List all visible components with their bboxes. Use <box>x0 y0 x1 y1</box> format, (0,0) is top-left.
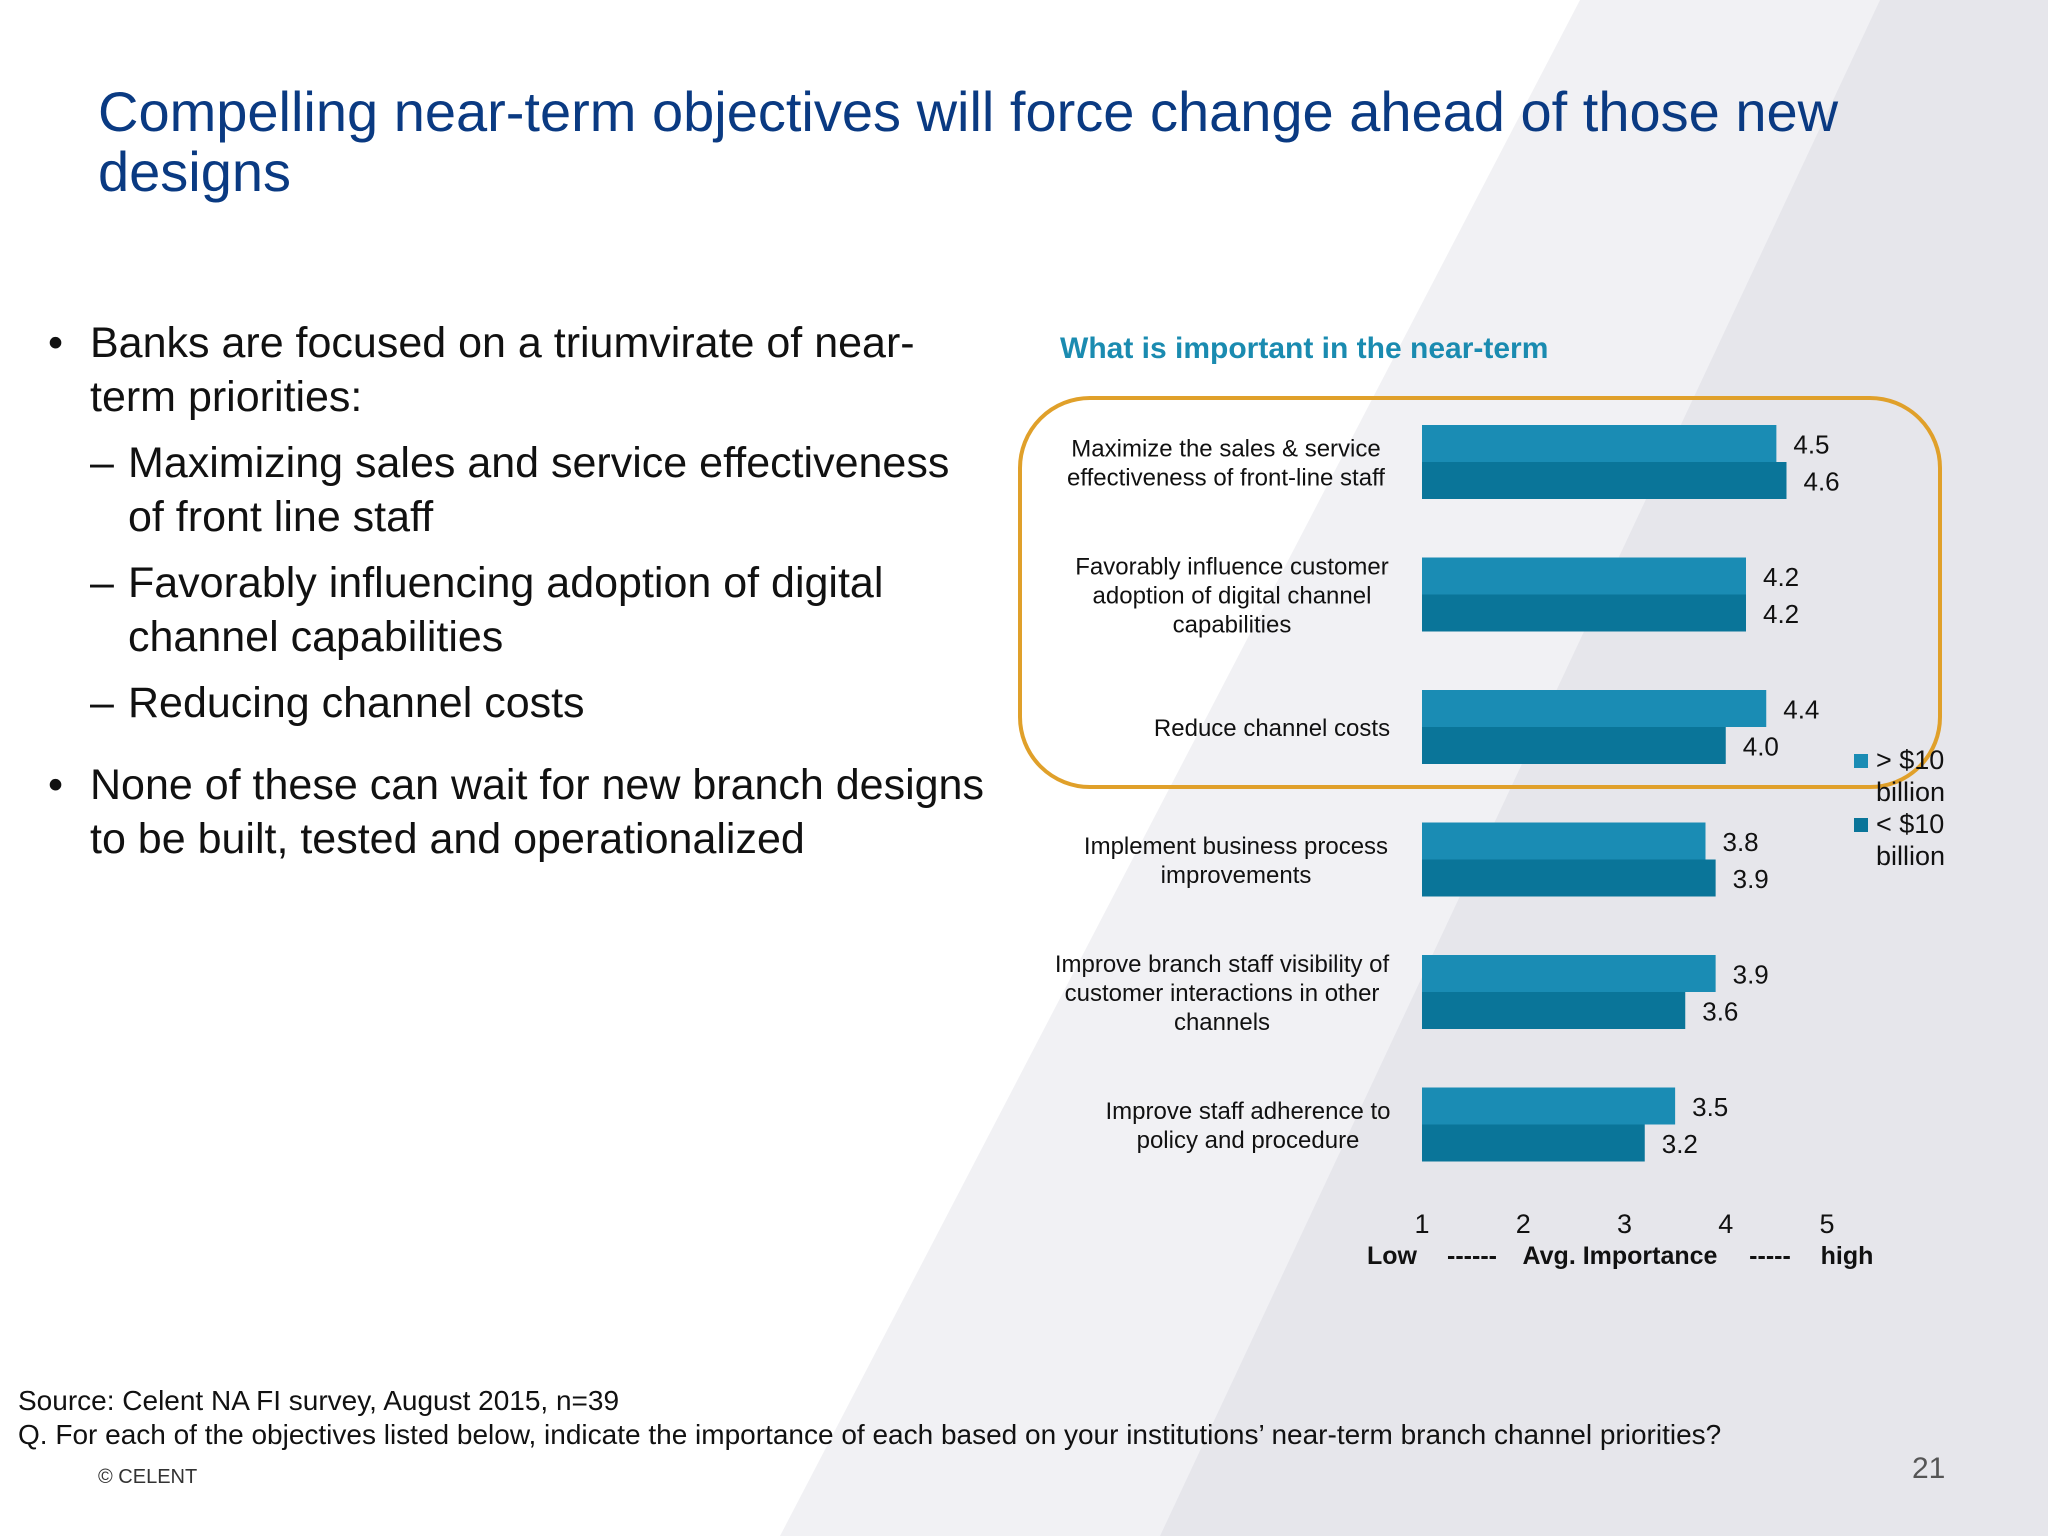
x-tick-label: 5 <box>1819 1209 1834 1239</box>
source-note: Source: Celent NA FI survey, August 2015… <box>18 1384 1918 1452</box>
sub-bullet-item: – Favorably influencing adoption of digi… <box>90 556 988 664</box>
category-label: Improve staff adherence to policy and pro… <box>1105 1098 1390 1154</box>
sub-bullet-text: Favorably influencing adoption of digita… <box>128 559 884 661</box>
data-label: 4.2 <box>1763 599 1799 629</box>
legend-swatch <box>1854 818 1868 832</box>
bar <box>1422 690 1767 727</box>
data-label: 3.5 <box>1692 1092 1728 1122</box>
sub-bullet-item: – Maximizing sales and service effective… <box>90 436 988 544</box>
bar <box>1422 992 1686 1029</box>
bar <box>1422 822 1706 860</box>
data-label: 3.9 <box>1733 960 1769 990</box>
category-label: Maximize the sales & service effectivenes… <box>1067 436 1385 492</box>
copyright: © CELENT <box>98 1466 198 1488</box>
legend-item: < $10 billion <box>1852 808 1996 872</box>
data-label: 4.5 <box>1793 430 1829 460</box>
highlight-frame <box>1018 396 1942 789</box>
bar <box>1422 727 1726 764</box>
slide-title: Compelling near-term objectives will for… <box>98 80 1839 203</box>
bullet-glyph: • <box>48 761 64 809</box>
x-axis-label: ----- <box>1749 1242 1791 1270</box>
bar <box>1422 955 1716 992</box>
legend-item: > $10 billion <box>1852 744 1996 808</box>
legend-swatch <box>1854 754 1868 768</box>
bullet-list: • Banks are focused on a triumvirate of … <box>48 316 988 872</box>
sub-bullet-text: Maximizing sales and service effectivene… <box>128 439 950 541</box>
data-label: 4.2 <box>1763 562 1799 592</box>
bar <box>1422 859 1716 897</box>
category-label: Improve branch staff visibility of custom… <box>1055 951 1390 1036</box>
category-label: Reduce channel costs <box>1154 715 1390 742</box>
x-axis-label: high <box>1821 1242 1874 1270</box>
x-tick-label: 2 <box>1516 1209 1531 1239</box>
dash-glyph: – <box>90 679 114 727</box>
x-axis-label: Low <box>1367 1242 1418 1270</box>
bar <box>1422 462 1787 499</box>
x-tick-label: 3 <box>1617 1209 1632 1239</box>
data-label: 4.6 <box>1804 467 1840 497</box>
bar <box>1422 557 1746 595</box>
bar <box>1422 1124 1645 1162</box>
legend-label: < $10 billion <box>1876 809 1946 871</box>
data-label: 4.0 <box>1743 732 1779 762</box>
bullet-item: • None of these can wait for new branch … <box>48 758 988 866</box>
chart-legend: > $10 billion < $10 billion <box>1852 744 1996 872</box>
category-label: Implement business process improvements <box>1084 833 1388 889</box>
category-label: Favorably influence customer adoption of … <box>1075 554 1388 639</box>
data-label: 3.6 <box>1702 997 1738 1027</box>
data-label: 3.8 <box>1723 827 1759 857</box>
legend-label: > $10 billion <box>1876 745 1946 807</box>
dash-glyph: – <box>90 439 114 487</box>
chart-title: What is important in the near-term <box>1060 332 1549 365</box>
x-axis-label: Avg. Importance <box>1523 1242 1718 1270</box>
bullet-text: None of these can wait for new branch de… <box>90 761 984 863</box>
bar <box>1422 425 1777 462</box>
source-text: Source: Celent NA FI survey, August 2015… <box>18 1385 620 1416</box>
x-tick-label: 1 <box>1414 1209 1429 1239</box>
page-number: 21 <box>1912 1452 1946 1485</box>
bar <box>1422 594 1746 632</box>
data-label: 3.9 <box>1733 864 1769 894</box>
data-label: 4.4 <box>1783 695 1819 725</box>
bullet-text: Banks are focused on a triumvirate of ne… <box>90 319 915 421</box>
data-label: 3.2 <box>1662 1129 1698 1159</box>
bullet-glyph: • <box>48 319 64 367</box>
x-tick-label: 4 <box>1718 1209 1733 1239</box>
sub-bullet-item: – Reducing channel costs <box>90 676 988 730</box>
x-axis-label: ------ <box>1447 1242 1497 1270</box>
bar <box>1422 1087 1676 1125</box>
sub-bullet-text: Reducing channel costs <box>128 679 585 727</box>
dash-glyph: – <box>90 559 114 607</box>
bullet-item: • Banks are focused on a triumvirate of … <box>48 316 988 424</box>
survey-question: Q. For each of the objectives listed bel… <box>18 1419 1722 1450</box>
